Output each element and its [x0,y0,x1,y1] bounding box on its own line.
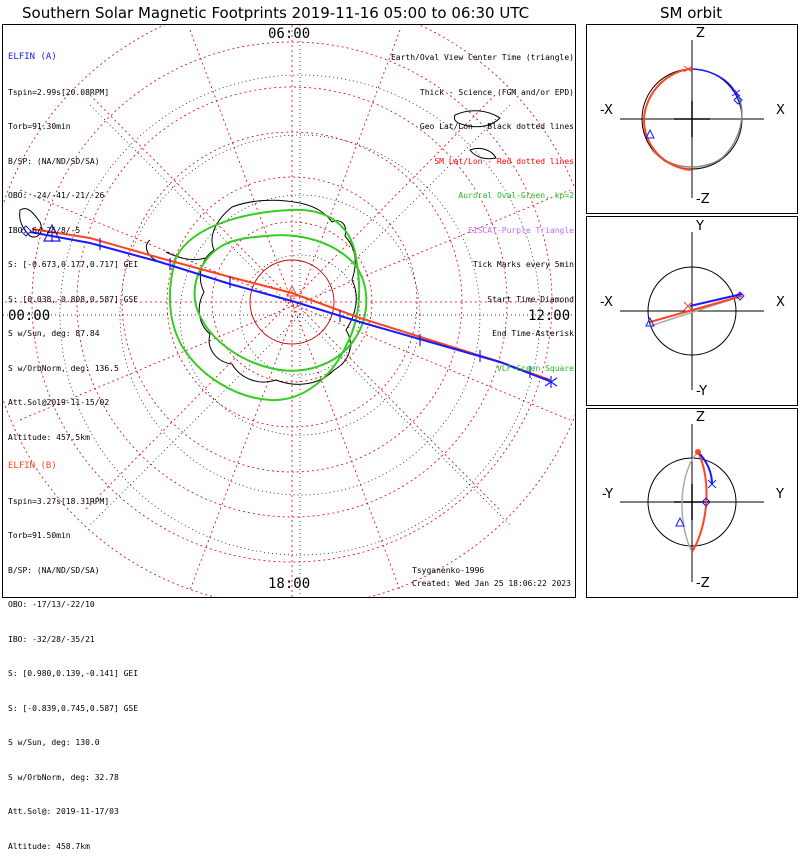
elfin-a-name: ELFIN (A) [8,52,57,62]
orbit1-right-label: X [776,103,785,118]
orbit1-top-label: Z [696,26,705,41]
orbit-title: SM orbit [660,4,723,22]
elfin-b-line: S w/OrbNorm, deg: 32.78 [8,772,119,782]
sm-lat-lines [3,25,575,597]
created-timestamp: Created: Wed Jan 25 18:06:22 2023 [412,579,571,588]
orbit-panel-yz [586,408,798,598]
orbit-plot-xy [620,232,764,390]
elfin-b-line: S: [0.980,0.139,-0.141] GEI [8,669,139,678]
elfin-a-line: Torb=91.30min [8,122,71,131]
elfin-a-line: Att.Sol@2019-11-15/02 [8,398,110,407]
elfin-b-line: Att.Sol@: 2019-11-17/03 [8,807,119,816]
elfin-a-line: OBO: -24/-41/-21/-26 [8,191,105,200]
orbit2-top-label: Y [696,219,704,234]
map-label-top: 06:00 [268,26,311,42]
end-time-asterisk-icon [544,376,558,388]
footprint-map [3,25,575,597]
orbit1-bottom-label: -Z [696,192,710,207]
elfin-b-line: OBO: -17/13/-22/10 [8,600,95,609]
geo-lat-lines [3,25,575,597]
legend-entry: EISCAT-Purple Triangle [468,225,574,235]
map-label-right: 12:00 [528,308,571,324]
elfin-b-line: IBO: -32/28/-35/21 [8,634,95,644]
elfin-b-name: ELFIN (B) [8,461,57,471]
map-label-left: 00:00 [8,308,51,324]
elfin-b-line: Altitude: 458.7km [8,841,90,851]
orbit3-right-label: Y [776,487,784,502]
footprint-map-panel [2,24,576,598]
elfin-a-line: S: [-0.673,0.177,0.717] GEI [8,260,139,269]
elfin-b-line: Tspin=3.27s[18.31RPM] [8,496,110,506]
legend-entry: Thick - Science (FGM and/or EPD) [419,87,574,97]
orbit-panel-xy [586,216,798,406]
elfin-a-track [29,223,553,383]
elfin-a-line: S w/Sun, deg: 87.84 [8,329,100,338]
legend-entry: End Time-Asterisk [492,329,574,338]
view-center-triangle [286,284,298,297]
legend-entry: Auroral Oval-Green, kp=2 [458,191,574,200]
orbit1-left-label: -X [600,103,613,118]
model-credit: Tsyganenko-1996 [412,566,485,575]
legend-entry: Earth/Oval View Center Time (triangle) [390,53,574,62]
orbit-plots [620,40,764,582]
map-legend: Earth/Oval View Center Time (triangle) T… [391,29,574,386]
elfin-a-info: ELFIN (A) Tspin=2.99s[20.08RPM] Torb=91.… [8,29,138,455]
elfin-a-line: B/SP: (NA/ND/SD/SA) [8,156,100,166]
orbit2-right-label: X [776,295,785,310]
orbit2-left-label: -X [600,295,613,310]
elfin-a-line: IBO: 6/-25/8/-5 [8,225,81,235]
orbit3-top-label: Z [696,410,705,425]
legend-entry: Start Time-Diamond [487,294,574,304]
legend-entry: SM Lat/Lon - Red dotted lines [434,156,574,166]
orbit2-bottom-label: -Y [696,384,708,399]
elfin-a-line: S w/OrbNorm, deg: 136.5 [8,363,119,373]
legend-entry: VLF-Green Square [496,363,574,373]
sm-pole-circle [249,259,335,345]
orbit-plot-yz [620,424,764,582]
elfin-b-line: B/SP: (NA/ND/SD/SA) [8,565,100,575]
auroral-oval-inner [193,234,368,372]
main-title: Southern Solar Magnetic Footprints 2019-… [22,4,530,22]
orbit3-left-label: -Y [602,487,614,502]
auroral-oval-outer [169,208,361,402]
map-label-bottom: 18:00 [268,576,311,592]
legend-entry: Geo Lat/Lon - Black dotted lines [419,122,574,131]
orbit-plot-xz [620,40,764,198]
elfin-b-line: Torb=91.50min [8,531,71,540]
elfin-b-line: S w/Sun, deg: 130.0 [8,738,100,747]
elfin-a-line: Tspin=2.99s[20.08RPM] [8,87,110,97]
australia-coast [453,110,501,160]
orbit3-bottom-label: -Z [696,576,710,591]
start-diamond-icon [20,225,32,237]
elfin-a-line: Altitude: 457.5km [8,432,90,442]
elfin-b-line: S: [-0.839,0.745,0.587] GSE [8,703,139,713]
legend-entry: Tick Marks every 5min [472,260,574,269]
orbit-panel-xz [586,24,798,214]
elfin-a-line: S: [0.038,-0.808,0.587] GSE [8,294,139,304]
